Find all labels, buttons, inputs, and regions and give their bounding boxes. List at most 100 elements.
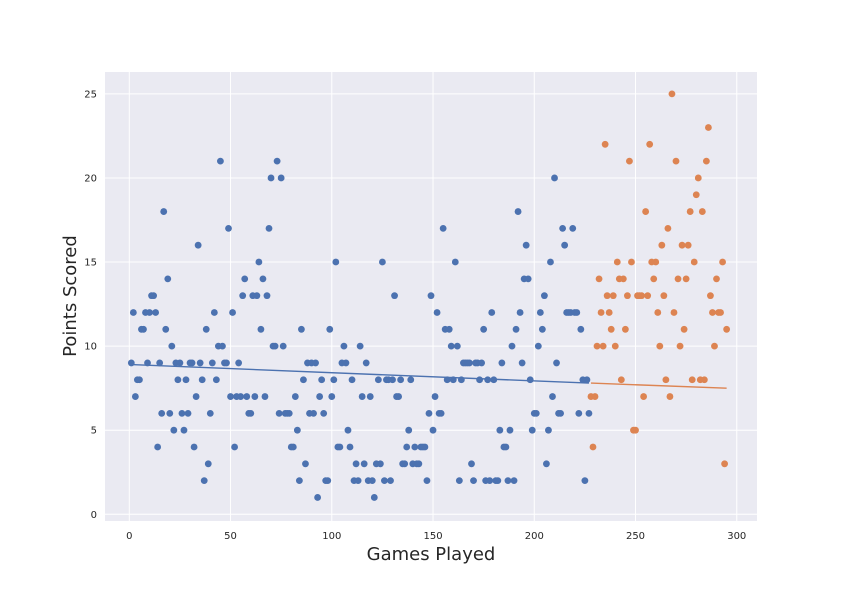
data-point	[690, 258, 698, 266]
data-point	[235, 359, 243, 367]
data-point	[156, 359, 164, 367]
data-point	[265, 224, 273, 232]
data-point	[700, 376, 708, 384]
data-point	[395, 393, 403, 400]
x-tick-label: 0	[126, 531, 132, 542]
data-point	[415, 460, 423, 468]
data-point	[443, 376, 451, 384]
data-point	[711, 342, 718, 350]
data-point	[619, 275, 627, 283]
data-point	[684, 241, 692, 249]
data-point	[182, 376, 190, 384]
data-point	[642, 208, 650, 215]
data-point	[368, 477, 376, 485]
data-point	[227, 393, 234, 400]
y-tick-label: 5	[91, 426, 97, 437]
data-point	[348, 376, 356, 384]
data-point	[626, 157, 633, 165]
data-point	[510, 477, 518, 485]
data-point	[160, 208, 168, 215]
trend-line	[590, 382, 727, 389]
data-point	[425, 409, 433, 417]
data-point	[298, 325, 305, 333]
data-point	[178, 409, 186, 417]
x-tick-label: 100	[322, 531, 341, 542]
data-point	[609, 292, 617, 300]
data-point	[532, 409, 540, 417]
data-point	[545, 426, 552, 434]
data-point	[547, 258, 554, 266]
data-point	[526, 376, 534, 384]
data-point	[293, 426, 301, 434]
data-point	[291, 393, 299, 400]
data-point	[624, 292, 631, 300]
data-point	[330, 376, 338, 384]
data-point	[342, 359, 350, 367]
data-point	[457, 376, 465, 384]
data-point	[583, 376, 591, 384]
data-point	[376, 460, 384, 468]
trend-line	[131, 363, 589, 384]
y-tick-label: 25	[84, 89, 97, 100]
data-point	[162, 325, 170, 333]
data-point	[358, 393, 366, 400]
data-point	[508, 342, 516, 350]
data-point	[273, 157, 281, 165]
data-point	[271, 342, 279, 350]
data-point	[219, 342, 226, 350]
data-point	[407, 376, 415, 384]
data-point	[332, 258, 340, 266]
data-point	[581, 477, 589, 485]
data-point	[455, 477, 463, 485]
data-point	[144, 359, 151, 367]
data-point	[585, 409, 593, 417]
data-point	[638, 292, 645, 300]
x-tick-label: 50	[224, 531, 237, 542]
data-point	[239, 292, 247, 300]
data-point	[573, 309, 581, 316]
data-point	[534, 342, 542, 350]
data-point	[354, 477, 362, 485]
data-point	[678, 241, 686, 249]
data-point	[397, 376, 405, 384]
data-point	[601, 140, 609, 148]
y-tick-label: 15	[84, 258, 97, 269]
data-point	[180, 426, 188, 434]
x-tick-label: 300	[727, 531, 746, 542]
data-point	[668, 90, 676, 98]
data-point	[312, 359, 319, 367]
data-point	[640, 393, 648, 400]
data-point	[522, 241, 530, 249]
data-point	[658, 241, 666, 249]
data-point	[569, 224, 577, 232]
data-point	[599, 342, 607, 350]
data-point	[498, 359, 506, 367]
data-point	[146, 309, 153, 316]
data-point	[328, 393, 336, 400]
data-point	[632, 426, 639, 434]
data-point	[194, 241, 202, 249]
x-axis-label: Games Played	[367, 544, 496, 565]
data-point	[166, 409, 174, 417]
data-point	[391, 292, 398, 300]
data-point	[484, 376, 492, 384]
data-point	[326, 325, 334, 333]
data-point	[664, 224, 672, 232]
data-point	[431, 393, 439, 400]
data-point	[259, 275, 267, 283]
data-point	[164, 275, 172, 283]
data-point	[536, 309, 544, 316]
data-point	[336, 443, 344, 451]
data-point	[575, 409, 583, 417]
data-point	[257, 325, 265, 333]
data-point	[698, 208, 706, 215]
data-point	[433, 309, 441, 316]
data-point	[255, 258, 263, 266]
data-point	[597, 309, 605, 316]
data-point	[589, 443, 597, 451]
data-point	[360, 460, 368, 468]
data-point	[719, 258, 726, 266]
data-point	[170, 426, 178, 434]
x-tick-label: 200	[525, 531, 544, 542]
